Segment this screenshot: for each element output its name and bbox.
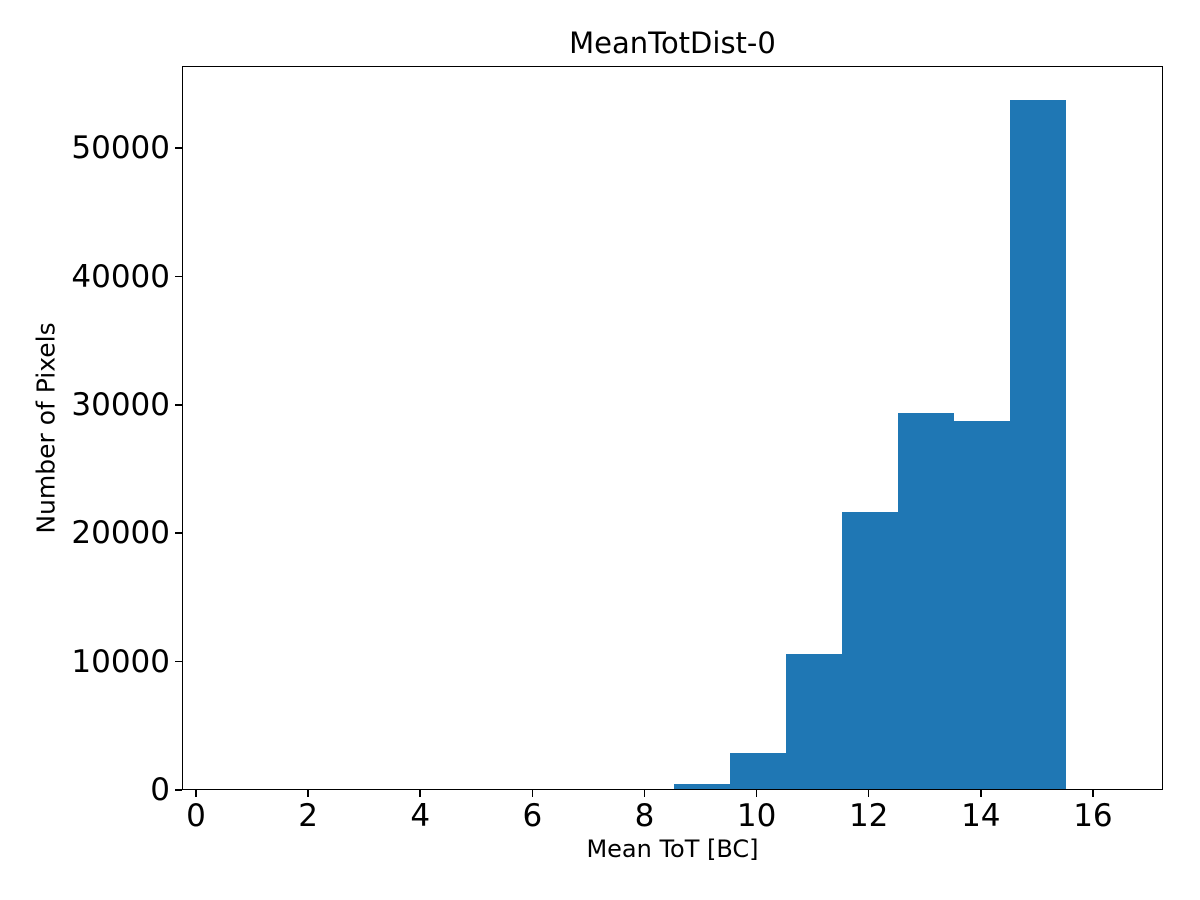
- y-tick-mark: [175, 660, 182, 663]
- y-tick-mark: [175, 275, 182, 278]
- x-tick-label: 0: [186, 798, 206, 834]
- y-tick-label: 50000: [71, 130, 170, 167]
- y-tick-label: 40000: [71, 258, 170, 295]
- x-tick-mark: [980, 790, 982, 797]
- histogram-bar: [729, 753, 786, 789]
- x-tick-label: 4: [410, 798, 431, 834]
- plot-area: [182, 66, 1163, 790]
- histogram-bar: [1009, 99, 1066, 789]
- x-tick-mark: [1092, 790, 1094, 797]
- histogram-bar: [785, 654, 842, 789]
- x-tick-label: 8: [634, 798, 655, 834]
- x-tick-label: 10: [736, 798, 777, 834]
- x-tick-mark: [531, 790, 534, 797]
- x-tick-label: 6: [522, 798, 543, 834]
- x-tick-mark: [867, 790, 870, 797]
- histogram-bar: [673, 783, 730, 789]
- x-tick-mark: [643, 790, 646, 797]
- x-tick-label: 12: [848, 798, 889, 834]
- x-tick-mark: [307, 790, 309, 797]
- x-tick-label: 2: [298, 798, 318, 834]
- x-tick-label: 16: [1073, 798, 1113, 834]
- x-tick-label: 14: [961, 798, 1001, 834]
- chart-title: MeanTotDist-0: [569, 26, 776, 60]
- x-axis-label: Mean ToT [BC]: [586, 835, 759, 863]
- x-tick-mark: [755, 790, 758, 797]
- y-tick-mark: [175, 789, 182, 791]
- y-tick-label: 20000: [71, 515, 170, 552]
- x-tick-mark: [195, 790, 197, 797]
- histogram-bar: [953, 420, 1010, 789]
- x-tick-mark: [419, 790, 422, 797]
- y-tick-mark: [175, 147, 182, 149]
- y-tick-label: 0: [150, 772, 170, 808]
- histogram-bar: [841, 511, 898, 789]
- y-tick-mark: [175, 532, 182, 535]
- y-tick-label: 10000: [71, 643, 170, 680]
- histogram-bar: [897, 412, 954, 789]
- y-tick-label: 30000: [71, 386, 170, 423]
- y-axis-label: Number of Pixels: [31, 322, 61, 534]
- y-tick-mark: [175, 404, 182, 406]
